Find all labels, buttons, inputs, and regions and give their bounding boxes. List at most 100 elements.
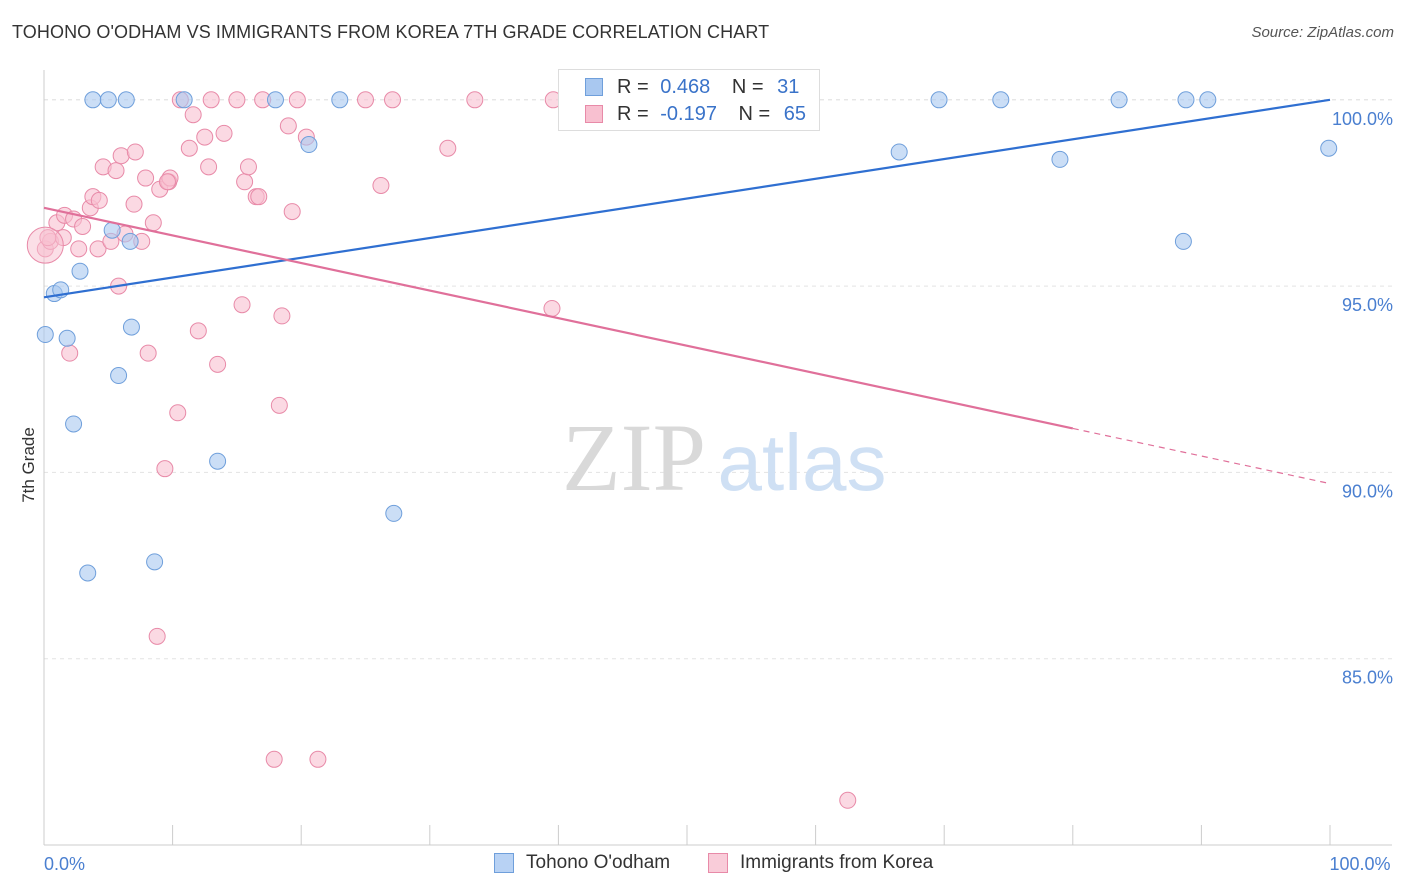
point-tohono-28	[1199, 91, 1217, 109]
point-korea-5	[61, 344, 79, 362]
point-korea-36	[202, 91, 220, 109]
point-korea-33	[184, 106, 202, 124]
point-korea-32	[180, 139, 198, 157]
legend-n-label: N =	[731, 75, 764, 98]
watermark: ZIP atlas	[562, 404, 886, 511]
point-tohono-12	[122, 318, 140, 336]
point-tohono-10	[117, 91, 135, 109]
point-korea-large	[26, 226, 64, 264]
legend-swatch-blue	[585, 78, 603, 96]
point-korea-37	[209, 355, 227, 373]
point-tohono-20	[385, 504, 403, 522]
point-korea-63	[196, 128, 214, 146]
point-korea-8	[74, 217, 92, 235]
point-tohono-3	[58, 329, 76, 347]
point-tohono-15	[175, 91, 193, 109]
point-korea-7	[70, 240, 88, 258]
point-korea-27	[156, 460, 174, 478]
point-korea-12	[90, 191, 108, 209]
point-korea-53	[309, 750, 327, 768]
point-tohono-13	[110, 367, 128, 385]
legend-swatch-pink	[585, 105, 603, 123]
stats-legend: R = 0.468 N = 31 R = -0.197 N = 65	[558, 69, 820, 131]
legend-r-label: R =	[617, 75, 649, 98]
point-tohono-5	[71, 262, 89, 280]
point-korea-61	[839, 791, 857, 809]
watermark-atlas: atlas	[718, 418, 887, 507]
bottom-legend-label-tohono: Tohono O'odham	[526, 852, 671, 873]
bottom-legend-korea: Immigrants from Korea	[708, 852, 933, 874]
point-tohono-21	[890, 143, 908, 161]
point-korea-51	[288, 91, 306, 109]
point-korea-38	[215, 124, 233, 142]
trend-line-1	[43, 206, 1074, 430]
point-korea-25	[148, 627, 166, 645]
legend-n-label: N =	[738, 102, 771, 125]
point-korea-19	[125, 195, 143, 213]
point-korea-15	[107, 162, 125, 180]
point-korea-35	[200, 158, 218, 176]
axes	[43, 70, 1392, 846]
y-tick-label-1: 95.0%	[1342, 295, 1393, 315]
point-korea-11	[89, 240, 107, 258]
point-korea-17	[112, 147, 130, 165]
point-korea-34	[189, 322, 207, 340]
point-korea-22	[137, 169, 155, 187]
trend-lines	[43, 98, 1331, 485]
point-tohono-22	[930, 91, 948, 109]
trend-line-0	[43, 98, 1331, 299]
point-tohono-7	[84, 91, 102, 109]
point-korea-23	[139, 344, 157, 362]
bottom-legend-swatch-pink	[708, 853, 728, 873]
point-tohono-26	[1174, 232, 1192, 250]
point-korea-50	[283, 203, 301, 221]
point-korea-24	[144, 214, 162, 232]
point-korea-57	[439, 139, 457, 157]
point-tohono-23	[992, 91, 1010, 109]
bottom-legend-label-korea: Immigrants from Korea	[740, 852, 934, 873]
point-tohono-24	[1051, 150, 1069, 168]
legend-n-value: 31	[777, 75, 800, 98]
y-tick-label-3: 85.0%	[1342, 668, 1393, 688]
bottom-legend-tohono: Tohono O'odham	[494, 852, 670, 874]
point-tohono-25	[1110, 91, 1128, 109]
x-tick-label-0: 0.0%	[44, 854, 85, 874]
legend-n-value: 65	[783, 102, 807, 125]
point-korea-44	[250, 188, 268, 206]
x-tick-label-1: 100.0%	[1329, 854, 1390, 874]
point-tohono-16	[209, 452, 227, 470]
point-korea-40	[233, 296, 251, 314]
point-korea-46	[265, 750, 283, 768]
point-korea-42	[239, 158, 257, 176]
point-korea-48	[273, 307, 291, 325]
point-korea-62	[158, 173, 176, 191]
point-tohono-17	[266, 91, 284, 109]
legend-r-value: -0.197	[660, 102, 717, 125]
point-tohono-29	[1320, 139, 1338, 157]
point-tohono-19	[331, 91, 349, 109]
point-korea-41	[236, 173, 254, 191]
point-tohono-18	[300, 136, 318, 154]
point-korea-30	[169, 404, 187, 422]
chart-title: TOHONO O'ODHAM VS IMMIGRANTS FROM KOREA …	[12, 22, 770, 42]
point-tohono-6	[79, 564, 97, 582]
point-korea-55	[372, 177, 390, 195]
point-korea-59	[543, 299, 561, 317]
bottom-legend-swatch-blue	[494, 853, 514, 873]
point-tohono-8	[99, 91, 117, 109]
point-tohono-4	[65, 415, 83, 433]
tick-labels: 100.0% 95.0% 90.0% 85.0% 0.0% 100.0%	[44, 109, 1393, 874]
point-tohono-11	[121, 232, 139, 250]
point-korea-58	[466, 91, 484, 109]
point-korea-49	[279, 117, 297, 135]
source-label: Source: ZipAtlas.com	[1251, 24, 1394, 41]
point-tohono-14	[146, 553, 164, 571]
watermark-zip: ZIP	[562, 404, 706, 511]
y-axis-label: 7th Grade	[19, 427, 38, 503]
y-tick-label-0: 100.0%	[1332, 109, 1393, 129]
y-tick-label-2: 90.0%	[1342, 481, 1393, 501]
point-korea-39	[228, 91, 246, 109]
legend-r-label: R =	[617, 102, 649, 125]
legend-r-value: 0.468	[660, 75, 711, 98]
